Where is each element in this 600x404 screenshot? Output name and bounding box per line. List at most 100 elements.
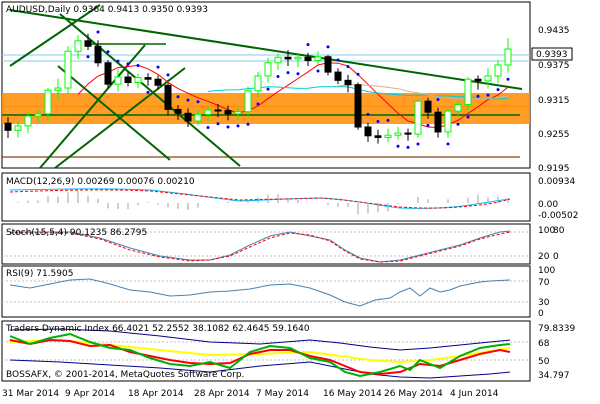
psar-dot: [256, 102, 260, 106]
candle-body: [124, 76, 132, 84]
candle: [394, 127, 402, 140]
macd-header: MACD(12,26,9) 0.00269 0.00076 0.00210: [6, 177, 195, 187]
psar-dot: [326, 45, 330, 49]
candle-body: [464, 78, 472, 105]
candle-body: [494, 64, 502, 77]
candle: [494, 60, 502, 84]
candle: [374, 129, 382, 144]
candle: [14, 122, 22, 138]
psar-dot: [116, 59, 120, 63]
price-tick-0: 0.9435: [538, 26, 570, 36]
candle-body: [424, 100, 432, 113]
candle-body: [444, 110, 452, 133]
psar-dot: [406, 145, 410, 149]
psar-dot: [166, 73, 170, 77]
psar-dot: [456, 122, 460, 126]
tdi-header: Traders Dynamic Index 66.4021 52.2552 38…: [5, 324, 310, 334]
candle-body: [474, 78, 482, 82]
psar-dot: [136, 64, 140, 68]
candle-body: [4, 122, 12, 131]
candle: [434, 107, 442, 138]
rsi-tick-1: 70: [538, 278, 550, 288]
tdi-yellow-line: [9, 338, 511, 364]
candle: [84, 33, 92, 51]
candle: [64, 46, 72, 95]
macd-panel-frame: [1, 172, 531, 222]
tdi-green-line: [9, 332, 511, 378]
psar-dot: [206, 126, 210, 130]
x-tick-3: 28 Apr 2014: [194, 389, 250, 399]
candle: [384, 128, 392, 142]
candle-body: [384, 134, 392, 138]
candle-body: [454, 103, 462, 112]
psar-dot: [226, 125, 230, 129]
psar-dot: [316, 69, 320, 73]
current-price-label: 0.9393: [536, 50, 568, 60]
candle-body: [24, 115, 32, 127]
candle: [214, 103, 222, 118]
candle: [174, 105, 182, 120]
candle: [4, 117, 12, 138]
tdi-upper-band: [9, 328, 511, 351]
x-tick-6: 26 May 2014: [384, 389, 443, 399]
psar-dot: [216, 122, 220, 126]
price-panel-frame: [1, 1, 531, 169]
candle-body: [294, 56, 302, 60]
candle: [504, 38, 512, 73]
psar-dot: [126, 62, 130, 66]
candle-body: [404, 132, 412, 135]
candle-body: [284, 56, 292, 60]
candle: [204, 106, 212, 121]
candle: [134, 73, 142, 89]
candle-body: [14, 125, 22, 131]
trendline-down-2: [57, 65, 171, 161]
psar-dot: [376, 120, 380, 124]
psar-dot: [156, 65, 160, 69]
rsi-tick-0: 100: [538, 266, 555, 276]
candle-body: [434, 111, 442, 133]
psar-dot: [266, 87, 270, 91]
candle-body: [334, 71, 342, 81]
candle: [414, 99, 422, 138]
candle: [224, 105, 232, 121]
candle: [94, 40, 102, 67]
candle-body: [54, 87, 62, 91]
psar-dot: [296, 72, 300, 76]
macd-signal-line: [9, 189, 511, 209]
stoch-tick-1: 80: [553, 226, 565, 236]
candle-body: [304, 56, 312, 62]
candle-body: [104, 62, 112, 85]
candle-body: [394, 132, 402, 136]
candle: [194, 109, 202, 126]
tdi-tick-1: 68: [538, 339, 550, 349]
price-tick-3: 0.9255: [538, 130, 570, 140]
trendline-up-1: [9, 4, 101, 67]
rsi-tick-2: 30: [538, 298, 550, 308]
tdi-tick-2: 50: [538, 357, 550, 367]
candle-body: [174, 108, 182, 114]
candle: [234, 106, 242, 120]
psar-dot: [146, 90, 150, 94]
psar-dot: [96, 30, 100, 34]
candlesticks: [4, 33, 512, 144]
macd-line: [9, 188, 511, 209]
candle: [34, 109, 42, 123]
stoch-header: Stoch(15,5,4) 90.1235 86.2795: [6, 228, 147, 238]
rsi-line: [9, 278, 511, 307]
parabolic-sar: [86, 30, 510, 149]
x-tick-7: 4 Jun 2014: [450, 389, 499, 399]
candle-body: [324, 56, 332, 73]
candle: [74, 35, 82, 59]
price-tick-1: 0.9375: [538, 61, 570, 71]
psar-dot: [286, 71, 290, 75]
psar-dot: [246, 122, 250, 126]
psar-dot: [196, 100, 200, 104]
candle-body: [364, 126, 372, 137]
x-tick-1: 9 Apr 2014: [65, 389, 115, 399]
rsi-panel-frame: [1, 265, 531, 318]
tdi-panel-frame: [1, 320, 531, 382]
candle: [474, 75, 482, 90]
psar-dot: [436, 98, 440, 102]
